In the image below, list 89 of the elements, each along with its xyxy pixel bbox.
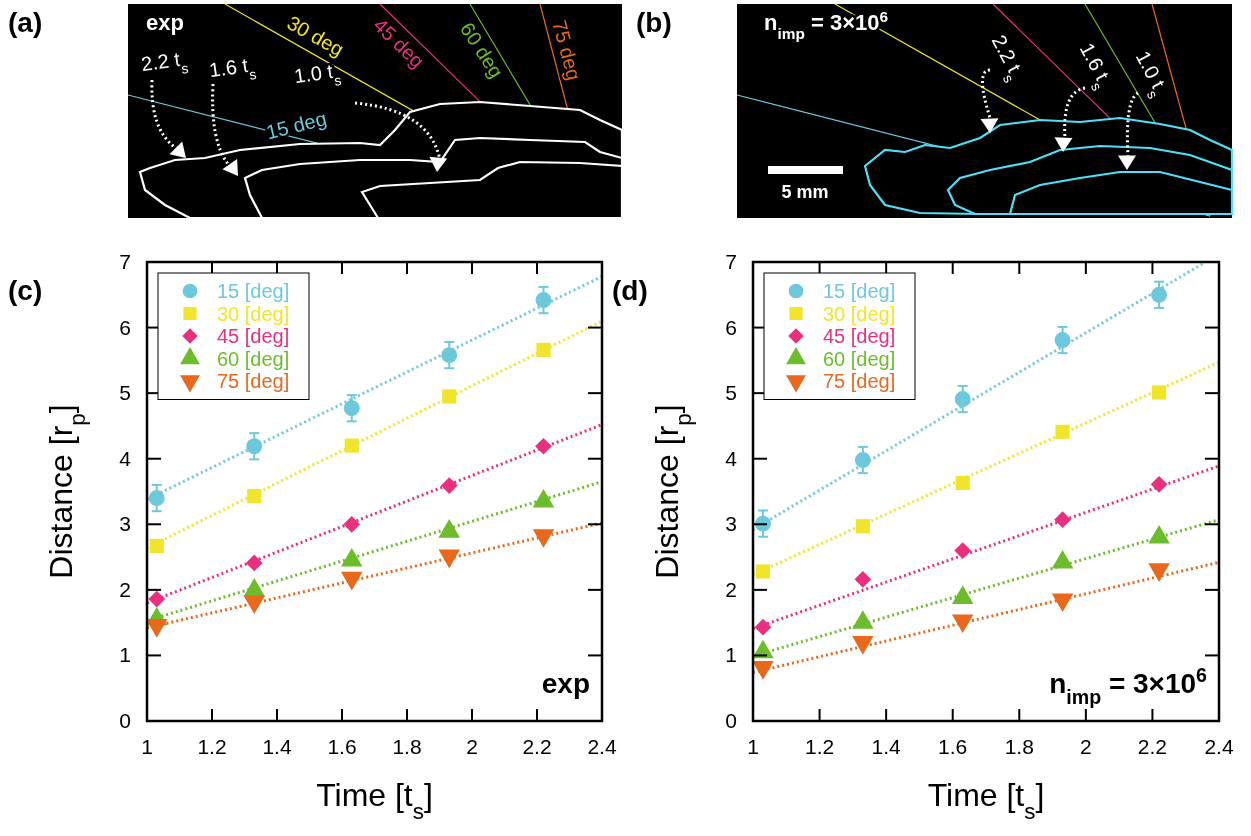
y-tick-label: 3 bbox=[725, 512, 737, 536]
point bbox=[754, 618, 772, 636]
point bbox=[343, 515, 361, 533]
annotation: exp bbox=[541, 668, 590, 699]
point bbox=[247, 489, 262, 504]
x-axis-title: Time [t$_{s}$] bbox=[316, 777, 433, 824]
x-tick-label: 2.4 bbox=[587, 735, 617, 758]
point bbox=[441, 347, 458, 364]
y-tick-label: 2 bbox=[725, 577, 737, 601]
text: 5 mm bbox=[781, 182, 829, 202]
x-tick-label: 1 bbox=[141, 735, 153, 758]
point bbox=[148, 490, 165, 507]
y-tick-label: 6 bbox=[119, 315, 131, 339]
y-tick-label: 1 bbox=[119, 643, 131, 667]
legend-label: 60 [deg] bbox=[823, 347, 896, 370]
y-tick-label: 5 bbox=[119, 381, 131, 405]
text: 15 deg bbox=[263, 107, 329, 144]
legend-label: 45 [deg] bbox=[217, 325, 290, 347]
point bbox=[855, 519, 870, 534]
annotation: n$_{imp}$ = 3×10$^{6}$ bbox=[1049, 664, 1208, 708]
legend-label: 60 [deg] bbox=[217, 347, 290, 370]
point bbox=[854, 571, 872, 588]
y-tick-label: 6 bbox=[725, 315, 737, 339]
x-tick-label: 1.2 bbox=[804, 735, 835, 758]
point bbox=[440, 477, 458, 494]
y-tick-label: 3 bbox=[119, 512, 131, 536]
point bbox=[442, 389, 457, 404]
y-tick-label: 2 bbox=[119, 577, 131, 601]
legend-label: 15 [deg] bbox=[217, 280, 290, 302]
legend-label: 75 [deg] bbox=[823, 370, 896, 392]
x-axis-title: Time [t$_{s}$] bbox=[927, 777, 1045, 824]
point bbox=[535, 437, 552, 455]
point bbox=[1152, 385, 1167, 400]
text: 60 deg bbox=[455, 18, 508, 82]
point bbox=[1150, 475, 1168, 493]
x-tick-label: 1.4 bbox=[262, 735, 292, 758]
y-tick-label: 4 bbox=[119, 446, 132, 470]
point bbox=[535, 292, 552, 308]
text: 1.6 t$_{s}$ bbox=[207, 53, 258, 83]
x-tick-label: 1.6 bbox=[327, 735, 357, 758]
x-tick-label: 1.4 bbox=[871, 735, 902, 758]
point bbox=[1054, 332, 1071, 348]
legend-label: 75 [deg] bbox=[217, 370, 290, 392]
y-tick-label: 7 bbox=[119, 250, 131, 273]
point bbox=[954, 542, 972, 559]
point bbox=[343, 400, 360, 417]
y-tick-label: 4 bbox=[725, 446, 738, 470]
x-tick-label: 2.4 bbox=[1204, 735, 1234, 758]
x-tick-label: 1.8 bbox=[1004, 735, 1034, 758]
point bbox=[149, 538, 164, 553]
point bbox=[1055, 424, 1070, 439]
point bbox=[1151, 286, 1168, 303]
legend-label: 15 [deg] bbox=[823, 280, 896, 302]
y-tick-label: 5 bbox=[725, 381, 737, 405]
point bbox=[344, 438, 359, 453]
text: 1.0 t$_{s}$ bbox=[292, 59, 343, 89]
text: 75 deg bbox=[548, 17, 586, 83]
point bbox=[954, 391, 971, 408]
y-tick-label: 0 bbox=[119, 709, 131, 732]
point bbox=[755, 564, 771, 579]
point bbox=[536, 342, 551, 357]
point bbox=[245, 554, 263, 572]
y-tick-label: 1 bbox=[725, 643, 737, 667]
y-tick-label: 0 bbox=[725, 709, 737, 732]
x-tick-label: 1.6 bbox=[938, 735, 968, 758]
text: (c) bbox=[8, 275, 43, 306]
text: (d) bbox=[612, 275, 648, 306]
point bbox=[854, 452, 871, 468]
x-tick-label: 1.8 bbox=[392, 735, 422, 758]
text: exp bbox=[146, 10, 184, 35]
x-tick-label: 1 bbox=[747, 735, 759, 758]
point bbox=[246, 438, 263, 455]
x-tick-label: 2.2 bbox=[522, 735, 552, 758]
x-tick-label: 1.2 bbox=[197, 735, 227, 758]
point bbox=[148, 590, 166, 608]
point bbox=[1054, 511, 1071, 529]
legend-label: 30 [deg] bbox=[217, 302, 290, 325]
y-tick-label: 7 bbox=[725, 250, 737, 273]
legend-label: 30 [deg] bbox=[823, 302, 896, 325]
x-tick-label: 2.2 bbox=[1137, 735, 1168, 758]
legend-label: 45 [deg] bbox=[823, 325, 896, 347]
text: 30 deg bbox=[283, 11, 348, 61]
x-tick-label: 2 bbox=[1080, 735, 1092, 758]
text: 2.2 t$_{s}$ bbox=[139, 47, 190, 77]
text: (a) bbox=[8, 7, 43, 38]
text: (b) bbox=[636, 7, 672, 38]
x-tick-label: 2 bbox=[466, 735, 478, 758]
text: 45 deg bbox=[369, 13, 429, 73]
point bbox=[955, 475, 970, 491]
